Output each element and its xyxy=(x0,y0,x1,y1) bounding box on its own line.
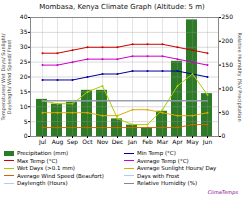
svg-text:May: May xyxy=(186,138,199,146)
svg-text:150: 150 xyxy=(222,61,234,68)
html-text:Average Sunlight Hours/ Day: Average Sunlight Hours/ Day xyxy=(137,165,217,171)
svg-text:35: 35 xyxy=(20,28,28,35)
html-text:Average Temp (°C): Average Temp (°C) xyxy=(137,157,189,164)
svg-text:10: 10 xyxy=(20,103,28,110)
svg-text:Mar: Mar xyxy=(157,138,169,145)
svg-text:50: 50 xyxy=(222,109,230,116)
html-text:Relative Humidity (%): Relative Humidity (%) xyxy=(137,180,198,186)
svg-text:30: 30 xyxy=(20,43,28,50)
svg-text:200: 200 xyxy=(222,37,234,44)
svg-text:Jul: Jul xyxy=(38,138,47,146)
svg-text:20: 20 xyxy=(20,73,28,80)
html-text:Relative Humidity (%)/ Precipi: Relative Humidity (%)/ Precipitation xyxy=(236,31,243,122)
svg-text:25: 25 xyxy=(20,58,28,65)
svg-text:Nov: Nov xyxy=(97,138,109,145)
svg-text:Sep: Sep xyxy=(67,138,79,146)
html-text:Min Temp (°C): Min Temp (°C) xyxy=(137,150,176,156)
svg-text:0: 0 xyxy=(222,132,226,139)
svg-text:Jun: Jun xyxy=(202,138,213,146)
svg-text:Feb: Feb xyxy=(142,138,153,145)
svg-text:0: 0 xyxy=(24,132,28,139)
svg-text:Apr: Apr xyxy=(172,138,183,146)
svg-text:5: 5 xyxy=(24,118,28,125)
svg-text:250: 250 xyxy=(222,13,234,20)
svg-text:Aug: Aug xyxy=(52,138,64,146)
html-text:Days with Frost: Days with Frost xyxy=(137,172,180,179)
html-text:Precipitation (mm): Precipitation (mm) xyxy=(17,150,69,156)
html-text:Average Wind Speed (Beaufort): Average Wind Speed (Beaufort) xyxy=(17,172,104,179)
html-text:Temperatures/ Wet Days/ Sunlig: Temperatures/ Wet Days/ Sunlight/ Daylen… xyxy=(0,33,12,120)
html-text:Wet Days (>0.1 mm): Wet Days (>0.1 mm) xyxy=(17,165,75,171)
html-text:Max Temp (°C): Max Temp (°C) xyxy=(17,157,58,164)
svg-text:40: 40 xyxy=(20,13,28,20)
svg-text:Oct: Oct xyxy=(82,138,93,145)
svg-text:100: 100 xyxy=(222,85,234,92)
html-text:Mombasa, Kenya Climate Graph (: Mombasa, Kenya Climate Graph (Altitude: … xyxy=(39,3,205,11)
html-text:Daylength (Hours): Daylength (Hours) xyxy=(17,180,68,186)
svg-text:Dec: Dec xyxy=(112,138,124,145)
svg-text:15: 15 xyxy=(20,88,28,95)
svg-text:Jan: Jan xyxy=(127,138,137,146)
html-text:ClimaTemps: ClimaTemps xyxy=(207,188,238,195)
